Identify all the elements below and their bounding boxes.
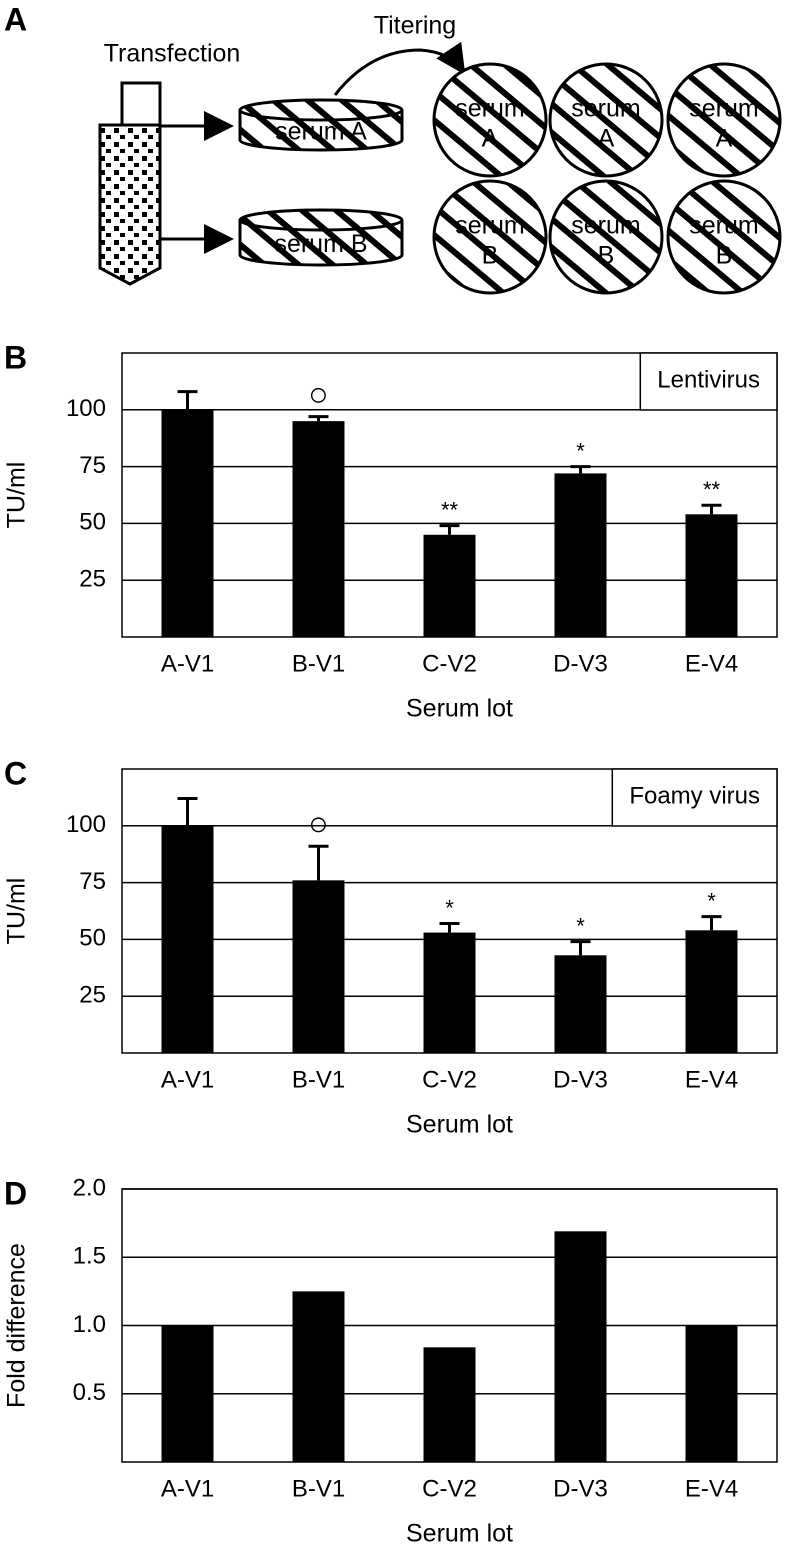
bar [685, 930, 738, 1053]
bar [423, 1347, 476, 1462]
bar [554, 955, 607, 1053]
dish-label: serum B [274, 230, 367, 258]
line [120, 81, 162, 237]
bar [292, 1291, 345, 1462]
significance-mark: ** [703, 477, 721, 502]
arrow [333, 41, 466, 96]
plate [548, 179, 664, 295]
dish-label: serum A [275, 118, 367, 146]
x-tick-label: A-V1 [161, 1066, 214, 1093]
y-axis-label: Fold difference [3, 1243, 31, 1408]
significance-mark: ** [441, 497, 459, 522]
significance-mark: * [707, 888, 716, 913]
plate-label: B [598, 242, 615, 270]
panel-label: D [4, 1175, 27, 1211]
significance-mark: * [576, 438, 585, 463]
plate-label: serum [455, 212, 524, 240]
plate-label: A [716, 125, 733, 153]
y-tick-label: 100 [66, 395, 106, 422]
plate [432, 62, 548, 178]
x-axis-label: Serum lot [406, 695, 513, 723]
tube [98, 123, 162, 286]
y-tick-label: 1.0 [73, 1311, 106, 1338]
panel-label: A [4, 1, 27, 37]
plate [666, 62, 782, 178]
y-tick-label: 2.0 [73, 1174, 106, 1201]
plate-label: A [482, 125, 499, 153]
plate-label: serum [689, 212, 758, 240]
plate-label: A [598, 125, 615, 153]
plate [548, 62, 664, 178]
plate [666, 179, 782, 295]
y-tick-label: 100 [66, 811, 106, 838]
y-axis-label: TU/ml [3, 878, 31, 945]
x-tick-label: E-V4 [685, 1475, 738, 1502]
bar [554, 473, 607, 637]
bar [423, 932, 476, 1053]
x-tick-label: E-V4 [685, 1066, 738, 1093]
x-tick-label: D-V3 [553, 1066, 608, 1093]
plate-label: B [482, 242, 499, 270]
plate-label: serum [455, 95, 524, 123]
transfection-label: Transfection [104, 40, 241, 68]
significance-mark: * [576, 913, 585, 938]
bar [554, 1231, 607, 1462]
panel-label: C [4, 755, 27, 791]
y-tick-label: 25 [79, 982, 106, 1009]
y-axis-label: TU/ml [3, 462, 31, 529]
bar [161, 409, 214, 637]
bar [423, 534, 476, 637]
x-tick-label: B-V1 [292, 1066, 345, 1093]
legend-box [611, 768, 778, 827]
bar [292, 421, 345, 637]
x-tick-label: A-V1 [161, 650, 214, 677]
y-tick-label: 75 [79, 868, 106, 895]
panel-label: B [4, 339, 27, 375]
significance-mark: ○ [308, 805, 329, 843]
y-tick-label: 50 [79, 925, 106, 952]
y-tick-label: 50 [79, 509, 106, 536]
y-tick-label: 1.5 [73, 1243, 106, 1270]
x-tick-label: B-V1 [292, 1475, 345, 1502]
y-tick-label: 75 [79, 452, 106, 479]
x-tick-label: C-V2 [422, 1066, 477, 1093]
x-tick-label: E-V4 [685, 650, 738, 677]
plate-label: serum [689, 95, 758, 123]
x-axis-label: Serum lot [406, 1520, 513, 1548]
x-tick-label: D-V3 [553, 1475, 608, 1502]
plate [432, 179, 548, 295]
legend-box [639, 352, 778, 411]
y-tick-label: 25 [79, 566, 106, 593]
x-tick-label: D-V3 [553, 650, 608, 677]
plate-label: serum [571, 212, 640, 240]
x-tick-label: C-V2 [422, 1475, 477, 1502]
legend-label: Foamy virus [629, 782, 760, 809]
bar [685, 514, 738, 637]
significance-mark: * [445, 895, 454, 920]
dish [238, 220, 404, 267]
bar [161, 1325, 214, 1462]
bar [685, 1325, 738, 1462]
legend-label: Lentivirus [657, 366, 760, 393]
x-tick-label: A-V1 [161, 1475, 214, 1502]
x-tick-label: C-V2 [422, 650, 477, 677]
plate-label: B [716, 242, 733, 270]
x-tick-label: B-V1 [292, 650, 345, 677]
x-axis-label: Serum lot [406, 1111, 513, 1139]
y-tick-label: 0.5 [73, 1379, 106, 1406]
dish-top [238, 208, 404, 232]
titering-label: Titering [374, 12, 456, 40]
significance-mark: ○ [308, 376, 329, 414]
dish-top [238, 98, 404, 122]
plate-label: serum [571, 95, 640, 123]
bar [292, 880, 345, 1053]
bar [161, 825, 214, 1053]
